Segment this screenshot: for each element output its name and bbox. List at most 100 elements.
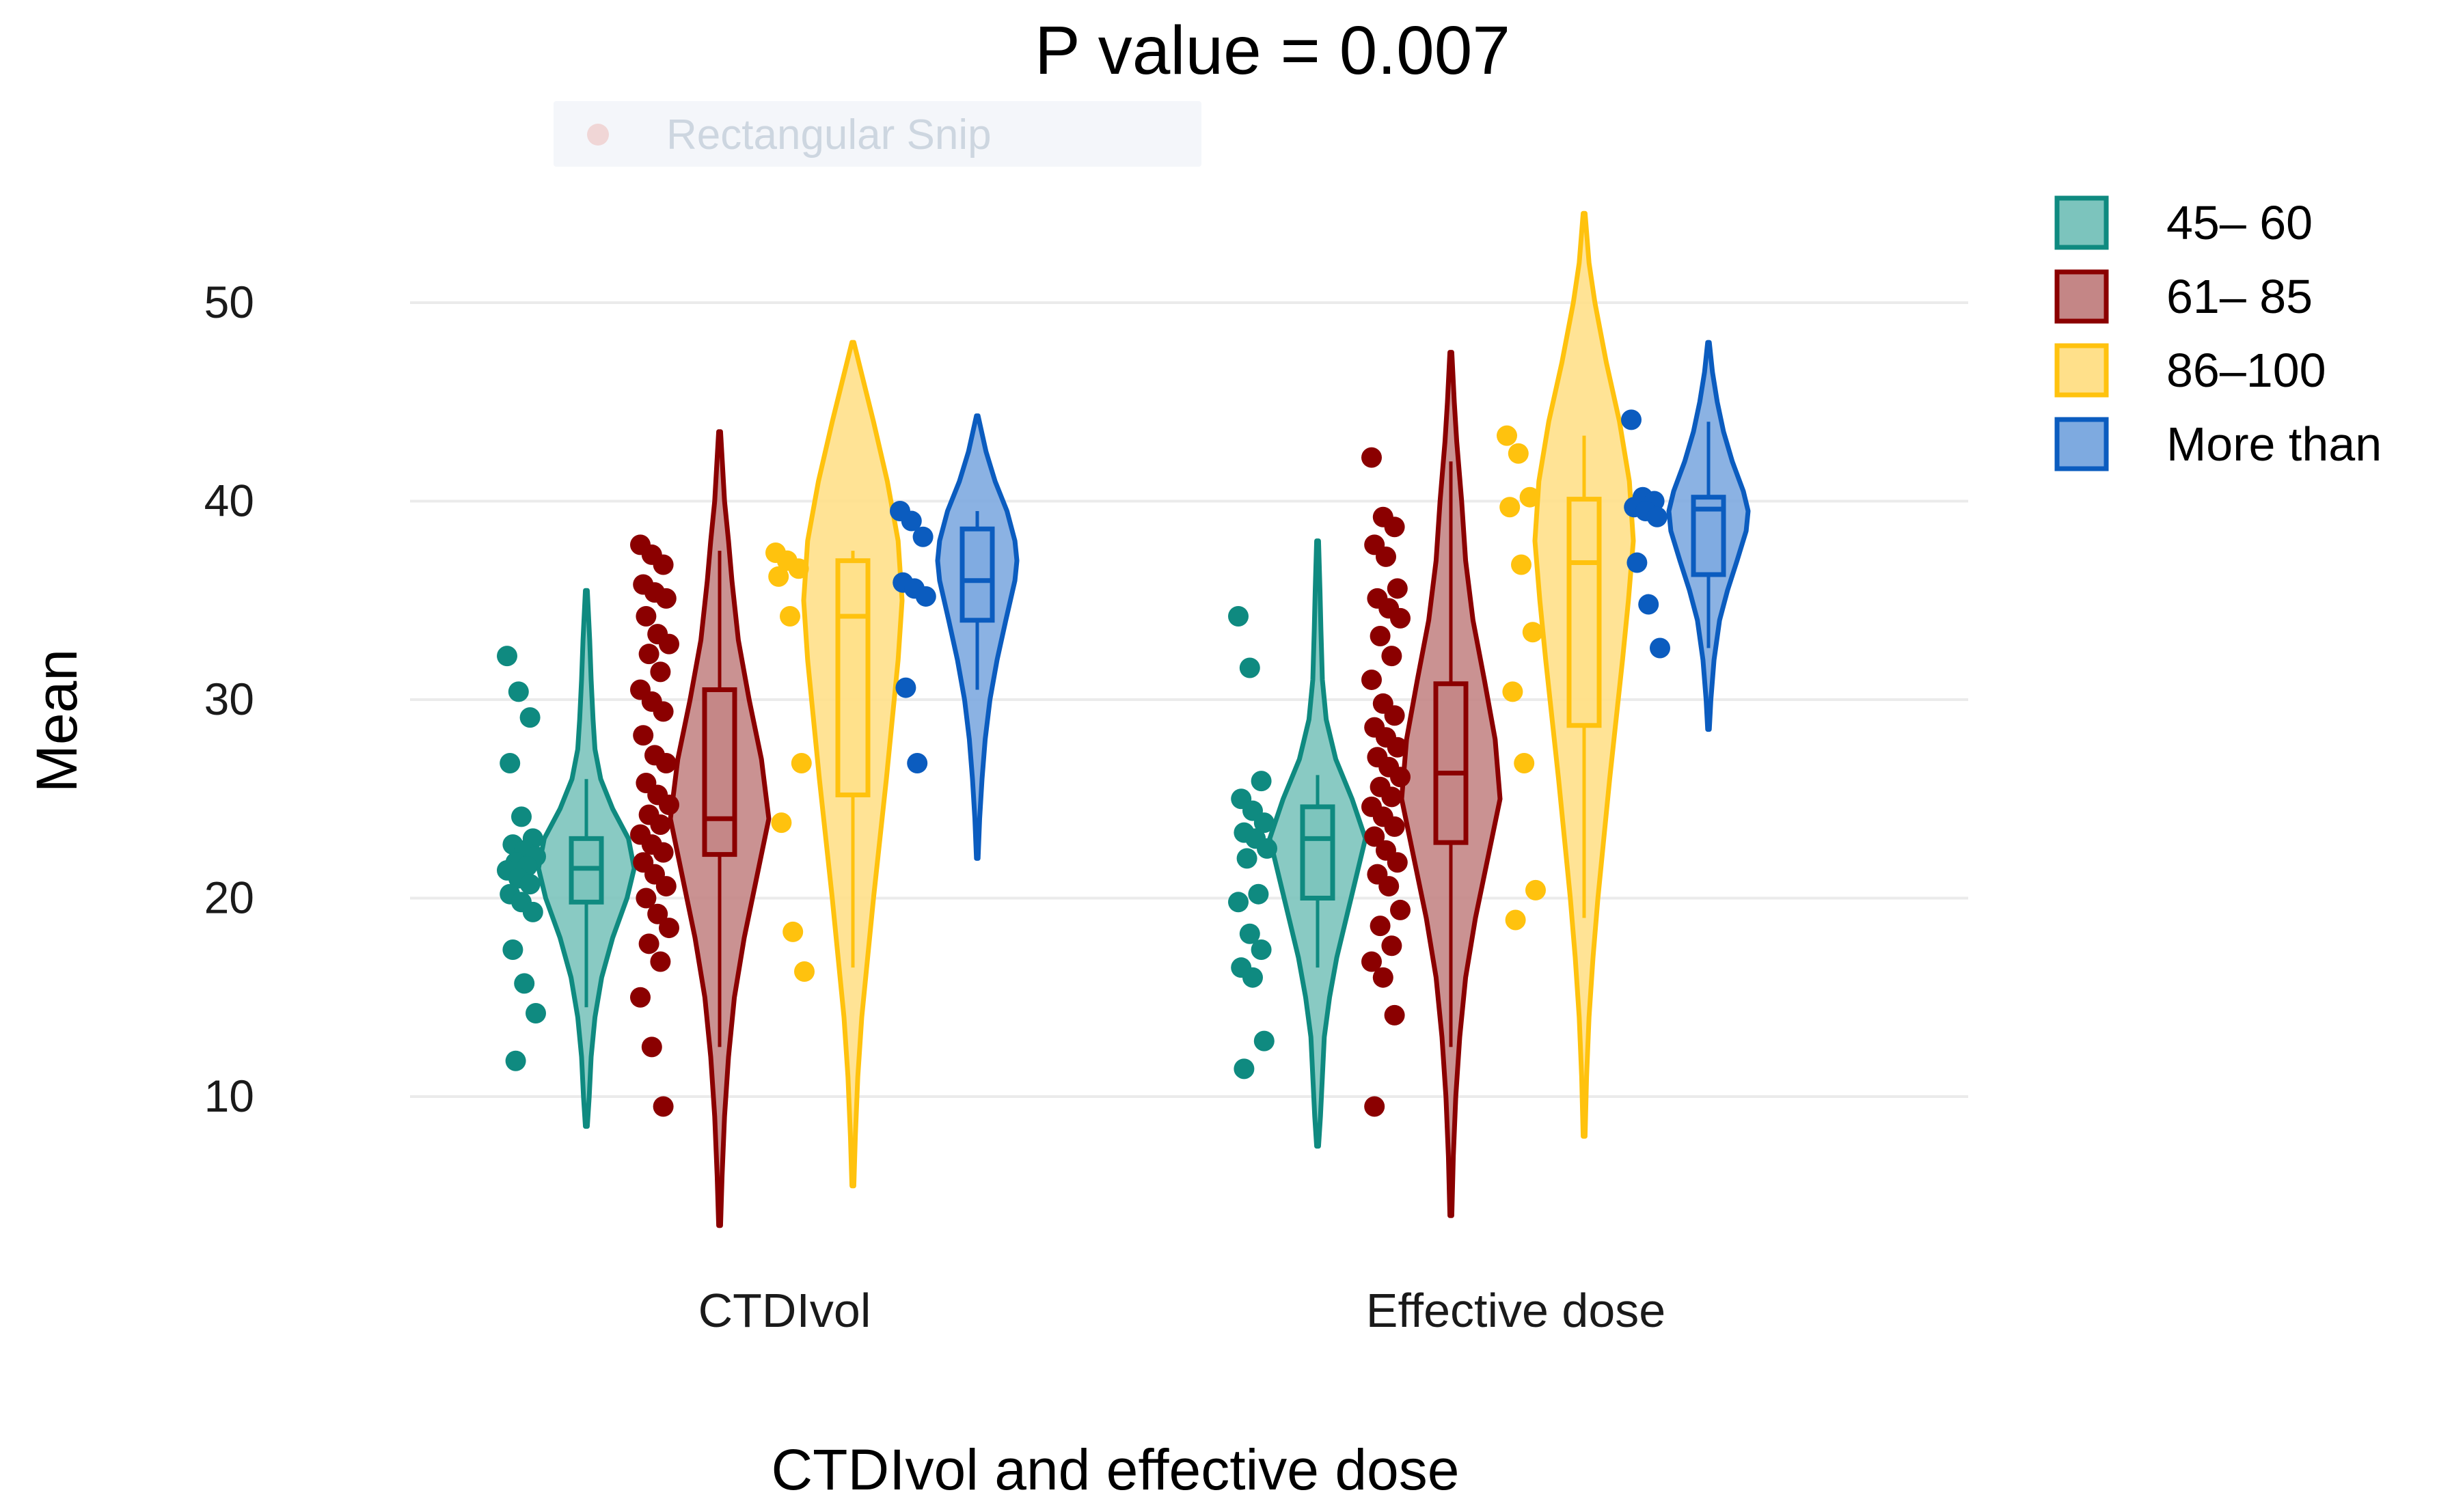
box-iqr: [959, 526, 995, 623]
data-point: [1650, 637, 1670, 659]
data-point: [519, 874, 541, 895]
snip-overlay: Rectangular Snip: [554, 101, 1201, 167]
data-point: [1239, 657, 1260, 678]
legend-label: 45– 60: [2166, 196, 2313, 249]
y-tick-label: 20: [204, 872, 254, 923]
data-point: [1514, 752, 1535, 773]
legend-key: [2054, 417, 2109, 471]
data-point: [1251, 771, 1272, 792]
data-point: [1525, 879, 1546, 901]
data-point: [915, 586, 936, 607]
data-point: [638, 933, 659, 954]
data-point: [514, 973, 535, 994]
data-point: [655, 588, 677, 609]
data-point: [1646, 506, 1667, 527]
data-point: [1364, 1096, 1385, 1117]
data-point: [500, 752, 521, 773]
y-axis-tick-labels: 10 20 30 40 50: [204, 277, 254, 1121]
data-point: [1378, 876, 1400, 897]
data-point: [1381, 786, 1402, 808]
box-iqr: [835, 558, 871, 797]
data-point: [1236, 848, 1257, 869]
data-point: [1376, 546, 1396, 567]
data-point: [1228, 605, 1249, 627]
data-point: [1381, 646, 1402, 667]
data-point: [1390, 899, 1411, 920]
data-point: [912, 526, 934, 547]
data-point: [1626, 552, 1648, 573]
data-point: [1621, 409, 1642, 430]
x-category-label: Effective dose: [1366, 1284, 1665, 1337]
data-point: [641, 1036, 662, 1058]
data-point: [901, 510, 922, 532]
y-tick-label: 10: [204, 1071, 254, 1121]
data-point: [1387, 578, 1408, 599]
x-axis-category-labels: CTDIvol Effective dose: [698, 1284, 1666, 1337]
data-point: [650, 814, 671, 836]
data-point: [653, 842, 674, 863]
x-axis-title: CTDIvol and effective dose: [772, 1438, 1460, 1502]
data-point: [655, 876, 677, 897]
box-iqr: [1433, 681, 1469, 845]
data-point: [505, 1050, 526, 1071]
legend: 45– 60 61– 85 86–100 More than: [2054, 195, 2382, 471]
data-point: [1228, 892, 1249, 913]
data-point: [659, 918, 679, 939]
data-point: [636, 605, 657, 627]
data-point: [519, 707, 541, 728]
data-point: [895, 677, 916, 698]
data-point: [1253, 812, 1275, 834]
data-point: [1372, 967, 1393, 988]
data-point: [636, 888, 657, 909]
data-point: [1242, 967, 1263, 988]
y-tick-label: 50: [204, 277, 254, 327]
y-tick-label: 30: [204, 674, 254, 724]
legend-label: More than: [2166, 417, 2382, 471]
data-point: [1499, 497, 1521, 518]
data-point: [1387, 737, 1408, 758]
data-point: [1361, 669, 1382, 690]
data-point: [630, 987, 651, 1008]
legend-key: [2054, 195, 2109, 250]
box-iqr: [702, 687, 737, 857]
data-point: [782, 921, 804, 942]
data-point: [1361, 447, 1382, 468]
data-point: [1381, 935, 1402, 957]
data-point: [522, 901, 543, 922]
data-point: [771, 812, 792, 834]
data-point: [655, 752, 677, 773]
snip-overlay-box: [554, 101, 1201, 167]
data-point: [647, 903, 668, 924]
box-iqr: [1300, 804, 1335, 901]
data-point: [1502, 681, 1523, 702]
y-axis-title: Mean: [25, 649, 89, 793]
data-point: [508, 681, 529, 702]
data-point: [1497, 425, 1517, 446]
data-point: [653, 701, 674, 722]
box-iqr: [1566, 497, 1602, 728]
data-point: [780, 605, 800, 627]
data-point: [502, 939, 523, 961]
data-point: [1505, 909, 1526, 931]
legend-label: 61– 85: [2166, 270, 2313, 323]
data-point: [1384, 1004, 1405, 1026]
snip-overlay-text: Rectangular Snip: [666, 111, 992, 159]
x-category-label: CTDIvol: [698, 1284, 871, 1337]
data-point: [788, 558, 809, 579]
data-point: [1370, 626, 1391, 647]
data-point: [1384, 816, 1405, 837]
data-point: [650, 661, 671, 683]
data-point: [511, 806, 532, 827]
data-point: [1508, 443, 1529, 464]
data-point: [638, 644, 659, 665]
data-point: [1387, 852, 1408, 873]
data-point: [633, 725, 654, 746]
data-point: [1384, 705, 1405, 726]
legend-label: 86–100: [2166, 344, 2326, 397]
data-point: [1370, 916, 1391, 937]
data-point: [1239, 923, 1260, 944]
data-point: [791, 752, 812, 773]
data-point: [1361, 951, 1382, 972]
